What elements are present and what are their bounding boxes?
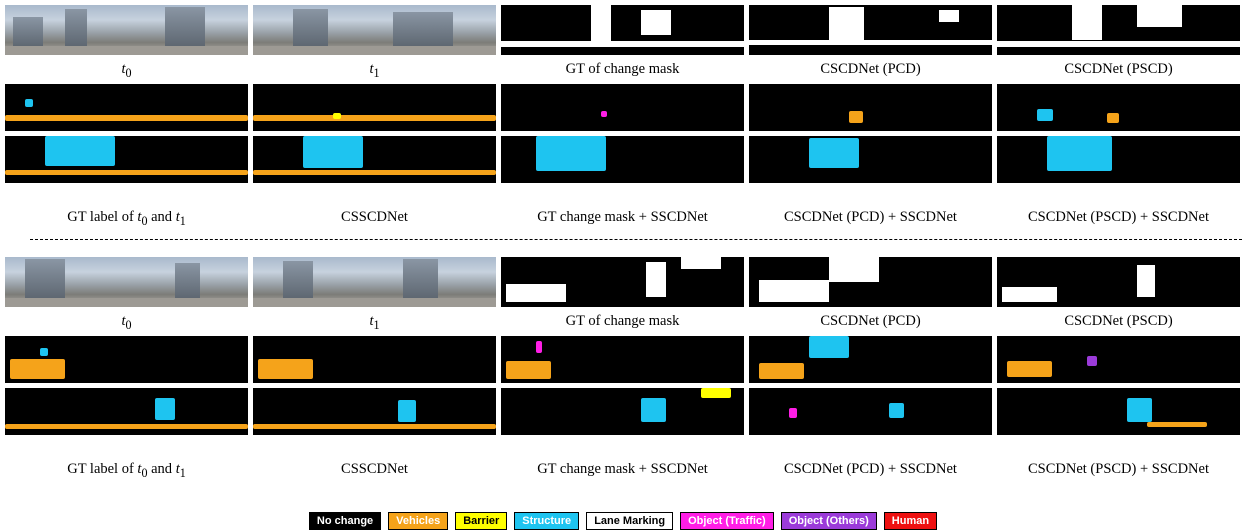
seg-pscd-sscdnet [997, 388, 1240, 435]
caption-pscd-sscdnet: CSCDNet (PSCD) + SSCDNet [1027, 461, 1209, 477]
seg-pcd-sscdnet [749, 388, 992, 435]
bottom-row3-segmentations [5, 388, 1241, 435]
class-legend: No change Vehicles Barrier Structure Lan… [0, 512, 1246, 530]
caption-cscdnet-pscd: CSCDNet (PSCD) [1064, 313, 1173, 329]
legend-object-traffic: Object (Traffic) [680, 512, 774, 530]
caption-pcd-sscdnet: CSCDNet (PCD) + SSCDNet [784, 461, 957, 477]
seg-gt-change [501, 336, 744, 383]
caption-pcd-sscdnet: CSCDNet (PCD) + SSCDNet [784, 209, 957, 225]
legend-no-change: No change [308, 512, 382, 530]
legend-barrier: Barrier [455, 512, 508, 530]
seg-gt-mask-sscdnet [501, 136, 744, 183]
seg-pscd-change [997, 336, 1240, 383]
seg-csscdnet [253, 136, 496, 183]
seg-pcd-sscdnet [749, 136, 992, 183]
seg-csscdnet [253, 388, 496, 435]
block-divider [30, 239, 1242, 240]
seg-t1-label [253, 84, 496, 131]
top-row1-captions: t0 t1 GT of change mask CSCDNet (PCD) CS… [5, 60, 1241, 80]
seg-pscd-sscdnet [997, 136, 1240, 183]
cscdnet-pscd-mask-image [997, 257, 1240, 307]
caption-t1: t1 [369, 313, 380, 332]
top-row3-segmentations [5, 136, 1241, 183]
seg-t0-label [5, 84, 248, 131]
caption-gt-label: GT label of t0 and t1 [67, 461, 186, 480]
seg-pscd-change [997, 84, 1240, 131]
caption-t0: t0 [121, 313, 132, 332]
top-row2-segmentations [5, 84, 1241, 131]
caption-gt-change-mask: GT of change mask [565, 313, 680, 329]
bottom-row-images [5, 257, 1241, 307]
top-row-images [5, 5, 1241, 55]
bottom-row2-segmentations [5, 336, 1241, 383]
caption-t1: t1 [369, 61, 380, 80]
legend-vehicles: Vehicles [388, 512, 449, 530]
legend-structure: Structure [514, 512, 580, 530]
panorama-t0-image [5, 5, 248, 55]
caption-csscdnet: CSSCDNet [341, 209, 408, 225]
cscdnet-pscd-mask-image [997, 5, 1240, 55]
caption-gt-label: GT label of t0 and t1 [67, 209, 186, 228]
seg-gt-change [501, 84, 744, 131]
caption-csscdnet: CSSCDNet [341, 461, 408, 477]
gt-change-mask-image [501, 5, 744, 55]
caption-t0: t0 [121, 61, 132, 80]
legend-human: Human [883, 512, 938, 530]
caption-gt-mask-sscdnet: GT change mask + SSCDNet [537, 209, 708, 225]
cscdnet-pcd-mask-image [749, 257, 992, 307]
caption-gt-mask-sscdnet: GT change mask + SSCDNet [537, 461, 708, 477]
legend-lane-marking: Lane Marking [586, 512, 674, 530]
seg-pcd-change [749, 84, 992, 131]
seg-gt-label [5, 388, 248, 435]
seg-t0-label [5, 336, 248, 383]
gt-change-mask-image [501, 257, 744, 307]
seg-gt-label [5, 136, 248, 183]
seg-gt-mask-sscdnet [501, 388, 744, 435]
panorama-t1-image [253, 257, 496, 307]
legend-object-others: Object (Others) [780, 512, 877, 530]
bottom-row1-captions: t0 t1 GT of change mask CSCDNet (PCD) CS… [5, 312, 1241, 332]
cscdnet-pcd-mask-image [749, 5, 992, 55]
panorama-t1-image [253, 5, 496, 55]
caption-cscdnet-pcd: CSCDNet (PCD) [820, 313, 921, 329]
top-row3-captions: GT label of t0 and t1 CSSCDNet GT change… [5, 208, 1241, 228]
seg-t1-label [253, 336, 496, 383]
seg-pcd-change [749, 336, 992, 383]
panorama-t0-image [5, 257, 248, 307]
caption-cscdnet-pscd: CSCDNet (PSCD) [1064, 61, 1173, 77]
caption-gt-change-mask: GT of change mask [565, 61, 680, 77]
caption-cscdnet-pcd: CSCDNet (PCD) [820, 61, 921, 77]
bottom-row3-captions: GT label of t0 and t1 CSSCDNet GT change… [5, 460, 1241, 480]
caption-pscd-sscdnet: CSCDNet (PSCD) + SSCDNet [1027, 209, 1209, 225]
